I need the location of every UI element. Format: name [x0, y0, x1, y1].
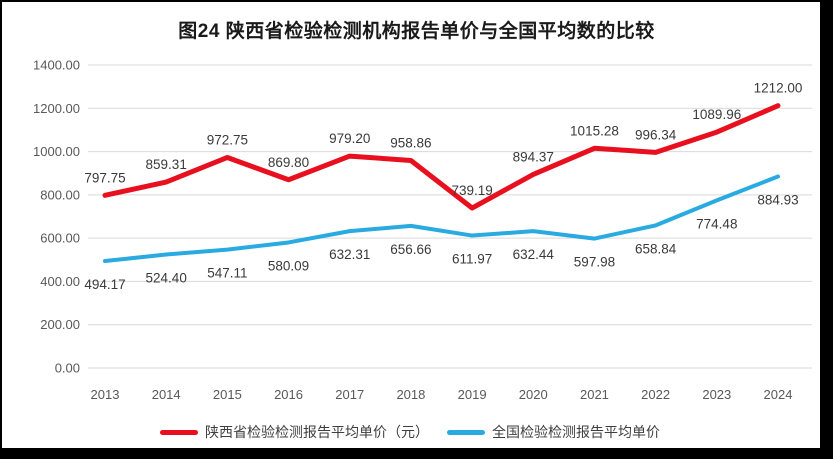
y-axis-tick-label: 1200.00: [33, 101, 80, 116]
data-label-shaanxi-2020: 894.37: [513, 149, 554, 164]
x-axis-tick-label-2019: 2019: [458, 387, 487, 402]
x-axis-tick-label-2021: 2021: [580, 387, 609, 402]
x-axis-tick-label-2015: 2015: [213, 387, 242, 402]
data-label-shaanxi-2013: 797.75: [84, 170, 125, 185]
y-axis-tick-label: 1400.00: [33, 58, 80, 73]
data-label-shaanxi-2022: 996.34: [635, 127, 677, 142]
x-axis-tick-label-2020: 2020: [519, 387, 548, 402]
legend-label-shaanxi: 陕西省检验检测报告平均单价（元）: [205, 424, 429, 440]
x-axis-tick-label-2017: 2017: [335, 387, 364, 402]
legend-swatch-shaanxi-line: [160, 429, 198, 435]
legend-item-national[interactable]: 全国检验检测报告平均单价: [447, 422, 660, 442]
data-label-shaanxi-2023: 1089.96: [692, 107, 741, 122]
legend: 陕西省检验检测报告平均单价（元） 全国检验检测报告平均单价: [0, 422, 820, 442]
data-label-shaanxi-2024: 1212.00: [754, 81, 803, 96]
data-label-national-2021: 597.98: [574, 255, 615, 270]
data-label-national-2023: 774.48: [696, 216, 737, 231]
data-label-national-2013: 494.17: [84, 277, 125, 292]
data-label-national-2017: 632.31: [329, 247, 370, 262]
x-axis-tick-label-2024: 2024: [764, 387, 793, 402]
chart-title: 图24 陕西省检验检测机构报告单价与全国平均数的比较: [178, 21, 655, 42]
y-axis-tick-label: 800.00: [40, 187, 80, 202]
data-label-shaanxi-2015: 972.75: [207, 132, 248, 147]
data-label-shaanxi-2016: 869.80: [268, 155, 309, 170]
data-label-shaanxi-2017: 979.20: [329, 131, 370, 146]
y-axis-tick-label: 0.00: [55, 361, 80, 376]
y-axis-tick-label: 200.00: [40, 317, 80, 332]
data-label-national-2018: 656.66: [390, 242, 431, 257]
series-line-shaanxi[interactable]: [102, 103, 781, 211]
data-label-national-2022: 658.84: [635, 241, 677, 256]
data-label-shaanxi-2021: 1015.28: [570, 123, 619, 138]
data-label-shaanxi-2019: 739.19: [451, 183, 492, 198]
data-label-national-2024: 884.93: [757, 192, 798, 207]
x-axis-tick-label-2016: 2016: [274, 387, 303, 402]
x-axis-tick-label-2013: 2013: [91, 387, 120, 402]
x-axis-tick-label-2018: 2018: [396, 387, 425, 402]
data-label-national-2014: 524.40: [146, 271, 187, 286]
y-axis-tick-label: 1000.00: [33, 144, 80, 159]
y-axis-tick-label: 400.00: [40, 274, 80, 289]
data-label-national-2015: 547.11: [207, 266, 247, 281]
frame-border-left: [0, 0, 2, 459]
x-axis-tick-label-2022: 2022: [641, 387, 670, 402]
y-axis-tick-label: 600.00: [40, 231, 80, 246]
legend-item-shaanxi[interactable]: 陕西省检验检测报告平均单价（元）: [160, 422, 429, 442]
data-label-national-2019: 611.97: [452, 252, 492, 267]
frame-border-right: [820, 0, 833, 459]
data-label-shaanxi-2018: 958.86: [390, 135, 431, 150]
x-axis-tick-label-2014: 2014: [152, 387, 181, 402]
data-label-shaanxi-2014: 859.31: [146, 157, 187, 172]
series-line-national[interactable]: [103, 174, 780, 264]
x-axis-tick-label-2023: 2023: [702, 387, 731, 402]
data-label-national-2020: 632.44: [513, 247, 555, 262]
frame-border-bottom: [0, 448, 833, 459]
legend-swatch-national-line: [447, 429, 485, 435]
data-label-national-2016: 580.09: [268, 258, 309, 273]
legend-label-national: 全国检验检测报告平均单价: [492, 424, 660, 440]
frame-border-top: [0, 0, 833, 2]
